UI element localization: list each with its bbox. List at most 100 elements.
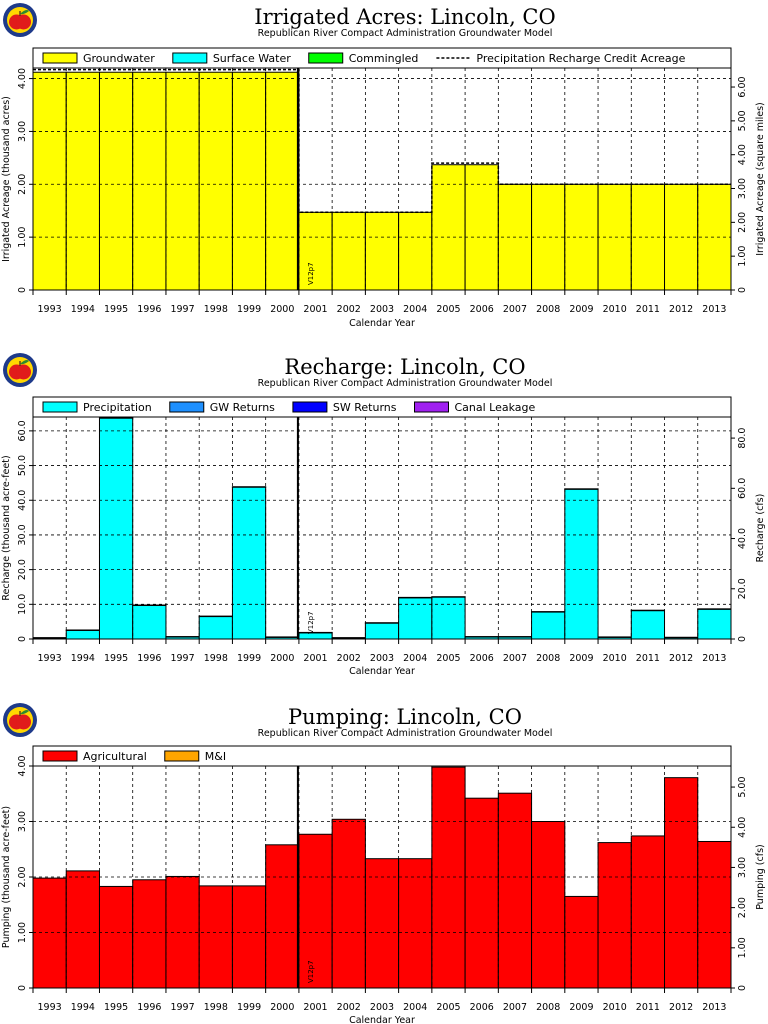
bar-1-2009: [564, 488, 599, 640]
bar-1-2003: [364, 211, 400, 291]
xtick-label: 1998: [204, 653, 228, 664]
ytick-right-label: 1.00: [737, 246, 748, 267]
xtick-label: 2002: [337, 1002, 361, 1013]
bar-1-1994: [65, 71, 100, 291]
leaf-icon: [20, 710, 29, 715]
xtick-label: 1993: [38, 1002, 62, 1013]
xtick-label: 2010: [603, 653, 627, 664]
bar-2-2000: [265, 636, 300, 638]
xtick-label: 2010: [603, 304, 627, 315]
legend-swatch: [42, 750, 78, 762]
chart-subtitle: Republican River Compact Administration …: [258, 378, 553, 389]
legend-label: Groundwater: [83, 52, 155, 65]
xtick-label: 2003: [370, 653, 394, 664]
y-axis-label: Recharge (thousand acre-feet): [1, 455, 12, 600]
bar-2-2007: [497, 636, 533, 638]
legend-item: Precipitation: [42, 401, 152, 414]
legend-item: SW Returns: [292, 401, 397, 414]
legend-item: Precipitation Recharge Credit Acreage: [436, 52, 686, 65]
xtick-label: 2003: [370, 304, 394, 315]
xtick-label: 2001: [303, 653, 327, 664]
bar-1-2002: [331, 818, 366, 989]
xtick-label: 1999: [237, 304, 261, 315]
xtick-label: 1998: [204, 1002, 228, 1013]
bar-1-2001: [298, 211, 333, 291]
series-line-precip-credit: [33, 68, 731, 214]
chart-subtitle: Republican River Compact Administration …: [258, 728, 553, 739]
xtick-label: 2001: [303, 304, 327, 315]
bar-2-1999: [231, 486, 267, 488]
legend-swatch: [292, 401, 328, 413]
bar-2-2004: [398, 596, 433, 599]
xtick-label: 2007: [503, 304, 527, 315]
bar-1-2005: [431, 596, 466, 640]
xtick-label: 2011: [636, 1002, 660, 1013]
xtick-label: 1997: [170, 1002, 194, 1013]
xtick-label: 2004: [403, 1002, 427, 1013]
plot-area: [33, 417, 731, 639]
legend-item: M&I: [164, 750, 226, 763]
plot-frame: [32, 67, 732, 291]
xtick-label: 2004: [403, 304, 427, 315]
ytick-label: 30.0: [17, 524, 28, 545]
bar-2-1995: [98, 417, 134, 419]
xtick-label: 1993: [38, 653, 62, 664]
bar-1-2011: [630, 835, 666, 989]
legend-label: Surface Water: [213, 52, 291, 65]
gridlines: [33, 417, 731, 639]
stem: [19, 11, 21, 16]
legend-swatch: [164, 750, 200, 762]
xtick-label: 2006: [470, 304, 494, 315]
y-axis-label: Irrigated Acreage (thousand acres): [1, 96, 12, 262]
bar-2-1997: [165, 636, 200, 638]
ytick-label: 1.00: [17, 922, 28, 943]
xtick-label: 1995: [104, 1002, 128, 1013]
y-axis-right-label: Recharge (cfs): [755, 494, 766, 563]
x-axis-label: Calendar Year: [349, 1015, 415, 1024]
bar-1-1998: [198, 615, 233, 640]
leaf-icon: [20, 10, 29, 15]
bar-1-2013: [697, 183, 732, 291]
bar-1-1995: [98, 417, 134, 640]
bar-1-2013: [697, 608, 732, 640]
bar-1-2004: [398, 597, 433, 640]
xtick-label: 1995: [104, 304, 128, 315]
bar-2-1993: [32, 637, 67, 639]
xtick-label: 2011: [636, 653, 660, 664]
bar-1-2009: [564, 895, 599, 989]
ytick-right-label: 3.00: [737, 178, 748, 199]
ytick-right-label: 5.00: [737, 110, 748, 131]
xtick-label: 2012: [669, 653, 693, 664]
xtick-label: 2005: [436, 653, 460, 664]
bar-1-2012: [664, 777, 699, 989]
chart-title: Pumping: Lincoln, CO: [288, 705, 522, 729]
bar-1-1999: [231, 71, 267, 291]
xtick-label: 2000: [270, 1002, 294, 1013]
legend-swatch: [172, 52, 208, 64]
stem: [19, 711, 21, 716]
legend-label: Canal Leakage: [455, 401, 536, 414]
ytick-label: 2.00: [17, 174, 28, 195]
version-marker-label: V12p7: [307, 611, 315, 634]
bar-2-2009: [564, 488, 599, 490]
bar-1-2007: [497, 792, 533, 989]
bar-1-2004: [398, 211, 433, 291]
bar-2-1996: [132, 604, 167, 607]
bar-1-1993: [32, 71, 67, 291]
legend-label: GW Returns: [210, 401, 275, 414]
bar-1-2010: [597, 842, 632, 989]
bar-2-2003: [364, 622, 400, 624]
gridlines: [33, 765, 731, 988]
xtick-label: 1996: [137, 1002, 161, 1013]
bar-1-2008: [531, 611, 566, 640]
gridlines: [33, 68, 731, 290]
bar-2-1994: [65, 629, 100, 631]
xtick-label: 1997: [170, 304, 194, 315]
bar-2-2013: [697, 608, 732, 610]
ytick-right-label: 80.0: [737, 428, 748, 449]
xtick-label: 2006: [470, 653, 494, 664]
xtick-label: 2001: [303, 1002, 327, 1013]
xtick-label: 2007: [503, 653, 527, 664]
legend-item: Commingled: [308, 52, 418, 65]
